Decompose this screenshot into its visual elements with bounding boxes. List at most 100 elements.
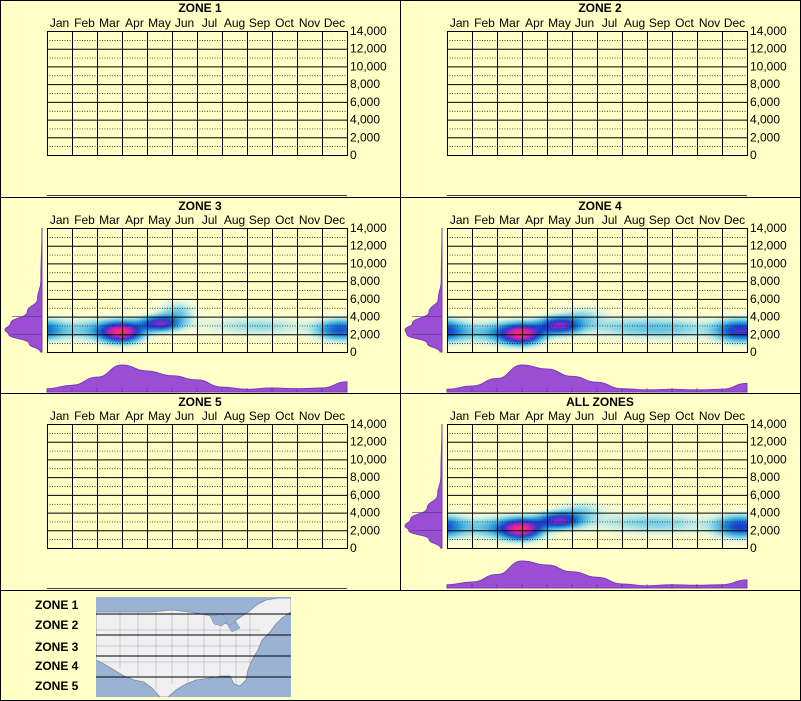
- month-tick-label: Apr: [125, 213, 144, 227]
- month-tick-label: Jun: [575, 213, 594, 227]
- elevation-tick-label: 12,000: [750, 42, 787, 56]
- elevation-tick-label: 8,000: [350, 470, 380, 484]
- elevation-tick-label: 12,000: [750, 435, 787, 449]
- elevation-tick-label: 10,000: [750, 452, 787, 466]
- plot-frame: [447, 228, 748, 353]
- month-tick-label: Mar: [99, 213, 120, 227]
- month-tick-label: Mar: [99, 16, 120, 30]
- elevation-tick-label: 0: [750, 345, 757, 359]
- elevation-tick-label: 12,000: [350, 239, 387, 253]
- month-tick-label: Jan: [450, 409, 469, 423]
- month-tick-label: Nov: [699, 16, 720, 30]
- elevation-tick-label: 2,000: [750, 523, 780, 537]
- elevation-tick-label: 2,000: [350, 327, 380, 341]
- panel-title: ZONE 5: [178, 395, 222, 409]
- month-tick-label: Dec: [324, 16, 345, 30]
- grid: [447, 31, 748, 156]
- elevation-tick-label: 8,000: [750, 274, 780, 288]
- elevation-tick-label: 8,000: [350, 77, 380, 91]
- month-tick-label: Dec: [324, 409, 345, 423]
- elevation-tick-label: 4,000: [750, 310, 780, 324]
- month-tick-label: Jul: [602, 409, 617, 423]
- elevation-tick-label: 2,000: [350, 523, 380, 537]
- elevation-tick-label: 2,000: [350, 130, 380, 144]
- month-tick-label: Aug: [224, 409, 245, 423]
- month-tick-label: Apr: [525, 409, 544, 423]
- elevation-tick-label: 0: [350, 345, 357, 359]
- month-tick-label: Sep: [249, 16, 271, 30]
- elevation-tick-label: 4,000: [750, 506, 780, 520]
- elevation-tick-label: 6,000: [750, 95, 780, 109]
- grid: [47, 31, 348, 156]
- month-tick-label: Mar: [499, 213, 520, 227]
- month-tick-label: Sep: [249, 409, 271, 423]
- month-tick-label: Jul: [602, 213, 617, 227]
- elevation-tick-label: 10,000: [750, 256, 787, 270]
- month-tick-label: Oct: [675, 16, 694, 30]
- month-tick-label: Apr: [125, 409, 144, 423]
- month-tick-label: Apr: [525, 213, 544, 227]
- zone-legend-label: ZONE 5: [35, 679, 79, 693]
- grid: [47, 228, 348, 353]
- month-tick-label: Sep: [649, 16, 671, 30]
- elevation-tick-label: 4,000: [350, 310, 380, 324]
- month-tick-label: Dec: [724, 213, 745, 227]
- month-tick-label: May: [148, 213, 171, 227]
- month-tick-label: Nov: [299, 213, 320, 227]
- elevation-tick-label: 10,000: [350, 452, 387, 466]
- month-tick-label: Feb: [474, 16, 495, 30]
- month-tick-label: Aug: [224, 213, 245, 227]
- elevation-tick-label: 8,000: [750, 77, 780, 91]
- elevation-tick-label: 4,000: [750, 113, 780, 127]
- month-tick-label: Jan: [50, 213, 69, 227]
- map-state-borders: [96, 610, 262, 690]
- zone-legend: ZONE 1 ZONE 2 ZONE 3 ZONE 4 ZONE 5: [35, 597, 291, 697]
- month-tick-label: Jun: [175, 16, 194, 30]
- elevation-tick-label: 4,000: [350, 113, 380, 127]
- month-tick-label: Sep: [649, 409, 671, 423]
- month-tick-label: Apr: [525, 16, 544, 30]
- plot-frame: [447, 31, 748, 156]
- month-tick-label: May: [548, 213, 571, 227]
- elevation-tick-label: 14,000: [350, 24, 387, 38]
- plot-frame: [47, 228, 348, 353]
- month-tick-label: Feb: [474, 213, 495, 227]
- plot-frame: [47, 424, 348, 549]
- elevation-tick-label: 14,000: [350, 221, 387, 235]
- elevation-tick-label: 14,000: [750, 24, 787, 38]
- month-tick-label: Nov: [699, 409, 720, 423]
- month-tick-label: May: [148, 16, 171, 30]
- month-tick-label: Jun: [175, 409, 194, 423]
- month-tick-label: Nov: [299, 16, 320, 30]
- month-tick-label: Aug: [624, 409, 645, 423]
- zone-panel: ALL ZONES Jan Feb Mar Apr May Jun Jul Aug Sep Oct N…: [404, 395, 787, 589]
- panel-title: ALL ZONES: [566, 395, 634, 409]
- zone-legend-label: ZONE 2: [35, 618, 79, 632]
- panel-title: ZONE 1: [178, 1, 222, 15]
- zone-legend-label: ZONE 3: [35, 640, 79, 654]
- elevation-tick-label: 2,000: [750, 130, 780, 144]
- zone-panel: ZONE 5 Jan Feb Mar Apr May Jun Jul Aug Sep Oct Nov D…: [47, 395, 387, 589]
- month-tick-label: Jan: [450, 16, 469, 30]
- month-tick-label: Nov: [699, 213, 720, 227]
- elevation-tick-label: 8,000: [350, 274, 380, 288]
- month-tick-label: Dec: [324, 213, 345, 227]
- month-tick-label: Oct: [675, 409, 694, 423]
- elevation-tick-label: 10,000: [750, 59, 787, 73]
- elevation-tick-label: 0: [350, 541, 357, 555]
- elevation-tick-label: 10,000: [350, 256, 387, 270]
- month-tick-label: Aug: [624, 213, 645, 227]
- elevation-tick-label: 14,000: [350, 417, 387, 431]
- month-tick-label: May: [148, 409, 171, 423]
- elevation-tick-label: 0: [750, 148, 757, 162]
- month-density-curve: [446, 364, 748, 393]
- elevation-tick-label: 6,000: [750, 488, 780, 502]
- month-tick-label: Jan: [50, 16, 69, 30]
- elevation-tick-label: 4,000: [350, 506, 380, 520]
- elevation-tick-label: 6,000: [350, 292, 380, 306]
- month-tick-label: May: [548, 409, 571, 423]
- month-tick-label: Nov: [299, 409, 320, 423]
- grid: [47, 424, 348, 549]
- elevation-tick-label: 6,000: [350, 95, 380, 109]
